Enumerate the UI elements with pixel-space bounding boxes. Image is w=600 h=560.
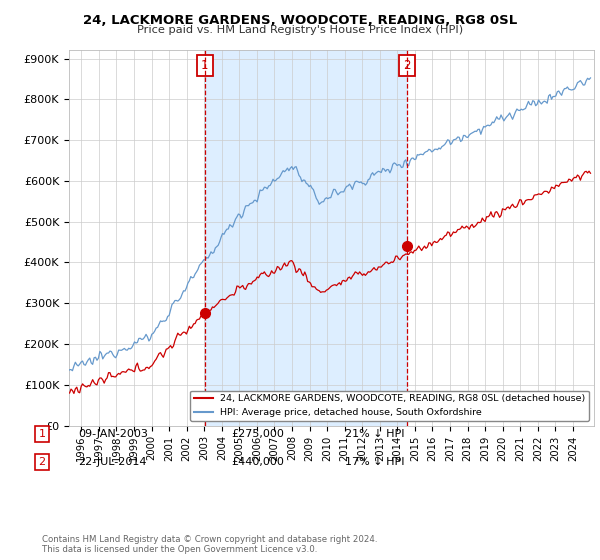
Text: 21% ↓ HPI: 21% ↓ HPI bbox=[345, 429, 404, 439]
Text: 22-JUL-2014: 22-JUL-2014 bbox=[78, 457, 146, 467]
Text: £440,000: £440,000 bbox=[231, 457, 284, 467]
Text: 1: 1 bbox=[38, 429, 46, 439]
Text: 09-JAN-2003: 09-JAN-2003 bbox=[78, 429, 148, 439]
Legend: 24, LACKMORE GARDENS, WOODCOTE, READING, RG8 0SL (detached house), HPI: Average : 24, LACKMORE GARDENS, WOODCOTE, READING,… bbox=[190, 391, 589, 421]
Bar bbox=[205, 50, 407, 426]
Text: 2: 2 bbox=[403, 59, 411, 72]
Text: 24, LACKMORE GARDENS, WOODCOTE, READING, RG8 0SL: 24, LACKMORE GARDENS, WOODCOTE, READING,… bbox=[83, 14, 517, 27]
Text: 1: 1 bbox=[201, 59, 208, 72]
Text: 17% ↓ HPI: 17% ↓ HPI bbox=[345, 457, 404, 467]
Text: Price paid vs. HM Land Registry's House Price Index (HPI): Price paid vs. HM Land Registry's House … bbox=[137, 25, 463, 35]
Text: 2: 2 bbox=[38, 457, 46, 467]
Text: Contains HM Land Registry data © Crown copyright and database right 2024.
This d: Contains HM Land Registry data © Crown c… bbox=[42, 535, 377, 554]
Text: £275,000: £275,000 bbox=[231, 429, 284, 439]
